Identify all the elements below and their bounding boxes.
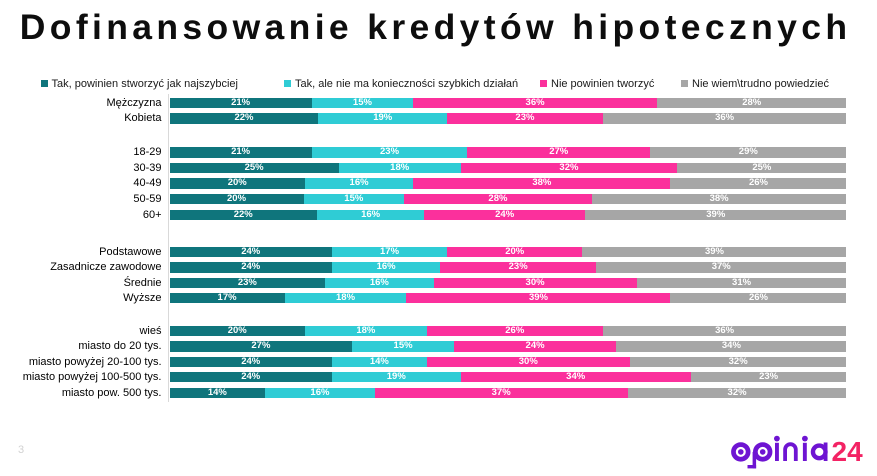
svg-text:24: 24 <box>832 436 864 467</box>
